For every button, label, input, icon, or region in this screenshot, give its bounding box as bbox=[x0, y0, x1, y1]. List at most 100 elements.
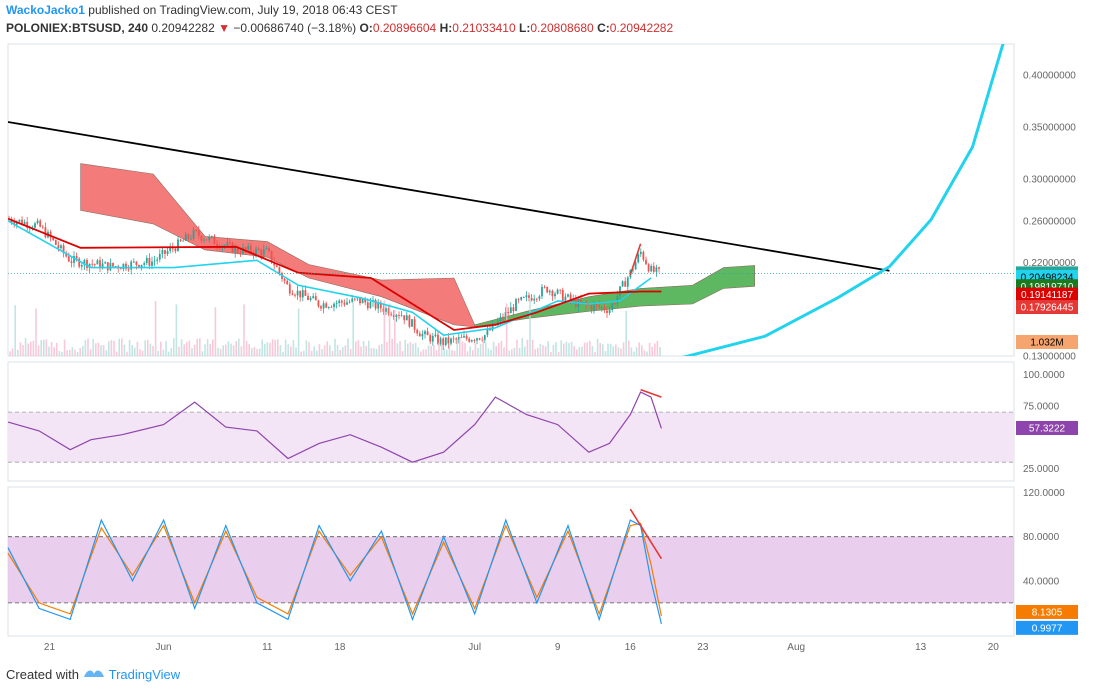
candle-body bbox=[616, 295, 619, 304]
candle-body bbox=[57, 244, 60, 249]
volume-bar bbox=[490, 349, 492, 356]
candle-body bbox=[96, 260, 99, 265]
volume-bar bbox=[19, 342, 22, 356]
close-value: 0.20942282 bbox=[609, 21, 674, 35]
volume-bar bbox=[123, 344, 126, 356]
candle-body bbox=[600, 307, 603, 309]
high-value: 0.21033410 bbox=[452, 21, 516, 35]
volume-bar bbox=[563, 343, 565, 356]
candle-body bbox=[101, 263, 104, 269]
candle-body bbox=[626, 277, 629, 287]
volume-bar bbox=[362, 341, 365, 356]
candle-body bbox=[184, 234, 187, 241]
candle-body bbox=[476, 338, 478, 341]
volume-bar bbox=[539, 343, 542, 356]
volume-bar bbox=[212, 339, 214, 356]
volume-bar bbox=[22, 345, 24, 356]
candle-body bbox=[320, 306, 322, 309]
tradingview-brand[interactable]: TradingView bbox=[108, 667, 181, 682]
candle-body bbox=[444, 337, 447, 345]
volume-bar bbox=[206, 339, 209, 356]
candle-body bbox=[395, 315, 398, 317]
volume-bar bbox=[175, 304, 178, 356]
candle-body bbox=[182, 240, 185, 242]
candle-body bbox=[275, 265, 278, 268]
candle-body bbox=[78, 258, 81, 267]
volume-bar bbox=[225, 344, 227, 356]
volume-bar bbox=[128, 339, 131, 356]
candle-body bbox=[491, 323, 494, 331]
volume-bar bbox=[147, 339, 149, 356]
candle-body bbox=[213, 235, 216, 245]
candle-body bbox=[317, 300, 320, 307]
volume-bar bbox=[167, 351, 170, 356]
volume-bar bbox=[173, 338, 175, 356]
volume-bar bbox=[638, 342, 640, 356]
candle-body bbox=[455, 338, 458, 340]
candle-body bbox=[408, 315, 411, 327]
candle-body bbox=[382, 308, 385, 312]
volume-bar bbox=[274, 339, 276, 356]
candle-body bbox=[561, 289, 564, 301]
volume-bar bbox=[271, 339, 274, 356]
candle-body bbox=[70, 261, 73, 263]
price-tick-label: 0.40000000 bbox=[1023, 71, 1076, 82]
volume-bar bbox=[292, 340, 295, 356]
volume-bar bbox=[498, 342, 500, 356]
volume-bar bbox=[448, 343, 451, 356]
stoch-k-badge-bg bbox=[1016, 620, 1078, 635]
candle-body bbox=[502, 316, 504, 319]
candle-body bbox=[447, 337, 450, 344]
volume-bar bbox=[487, 348, 490, 356]
volume-bar bbox=[100, 345, 102, 356]
volume-bar bbox=[141, 350, 144, 356]
volume-bar bbox=[290, 346, 292, 356]
volume-bar bbox=[557, 351, 560, 356]
volume-bar bbox=[89, 349, 92, 356]
volume-bar bbox=[79, 347, 81, 356]
candle-body bbox=[104, 262, 107, 264]
author-name[interactable]: WackoJacko1 bbox=[6, 3, 85, 17]
candle-body bbox=[361, 299, 364, 304]
candle-body bbox=[611, 303, 614, 311]
volume-bar bbox=[248, 344, 250, 356]
volume-bar bbox=[560, 340, 562, 356]
candle-body bbox=[60, 245, 62, 249]
publish-text: published on TradingView.com, July 19, 2… bbox=[88, 3, 398, 17]
volume-badge-bg bbox=[1016, 335, 1078, 349]
price-tick-label: 0.13000000 bbox=[1023, 352, 1076, 363]
candle-body bbox=[229, 242, 231, 244]
candle-body bbox=[520, 297, 523, 300]
candle-body bbox=[405, 315, 408, 321]
volume-bar bbox=[565, 341, 568, 356]
volume-bar bbox=[63, 339, 66, 356]
candle-body bbox=[528, 295, 530, 298]
volume-bar bbox=[61, 351, 63, 356]
span-b-badge-bg bbox=[1016, 300, 1078, 315]
stoch-tick-label: 120.0000 bbox=[1023, 488, 1065, 499]
tenkan-line bbox=[8, 220, 652, 337]
volume-bar bbox=[27, 343, 29, 356]
volume-bar bbox=[17, 349, 19, 356]
tradingview-logo-icon bbox=[83, 667, 105, 682]
volume-bar bbox=[243, 304, 245, 356]
candle-body bbox=[156, 259, 159, 261]
rsi-last-badge-bg bbox=[1016, 420, 1078, 435]
volume-bar bbox=[66, 350, 68, 356]
candle-body bbox=[431, 336, 434, 342]
candle-body bbox=[489, 329, 491, 331]
candle-body bbox=[236, 247, 239, 253]
volume-bar bbox=[318, 344, 321, 356]
volume-bar bbox=[578, 347, 581, 356]
volume-bar bbox=[412, 343, 414, 356]
candle-body bbox=[392, 315, 395, 317]
candle-body bbox=[463, 335, 465, 338]
volume-bar bbox=[394, 309, 396, 356]
x-tick-label: 9 bbox=[555, 642, 561, 653]
symbol-label: POLONIEX:BTSUSD, 240 bbox=[6, 21, 149, 35]
volume-bar bbox=[544, 346, 547, 356]
candle-body bbox=[385, 308, 387, 312]
candle-body bbox=[205, 239, 208, 241]
volume-bar bbox=[461, 341, 464, 356]
